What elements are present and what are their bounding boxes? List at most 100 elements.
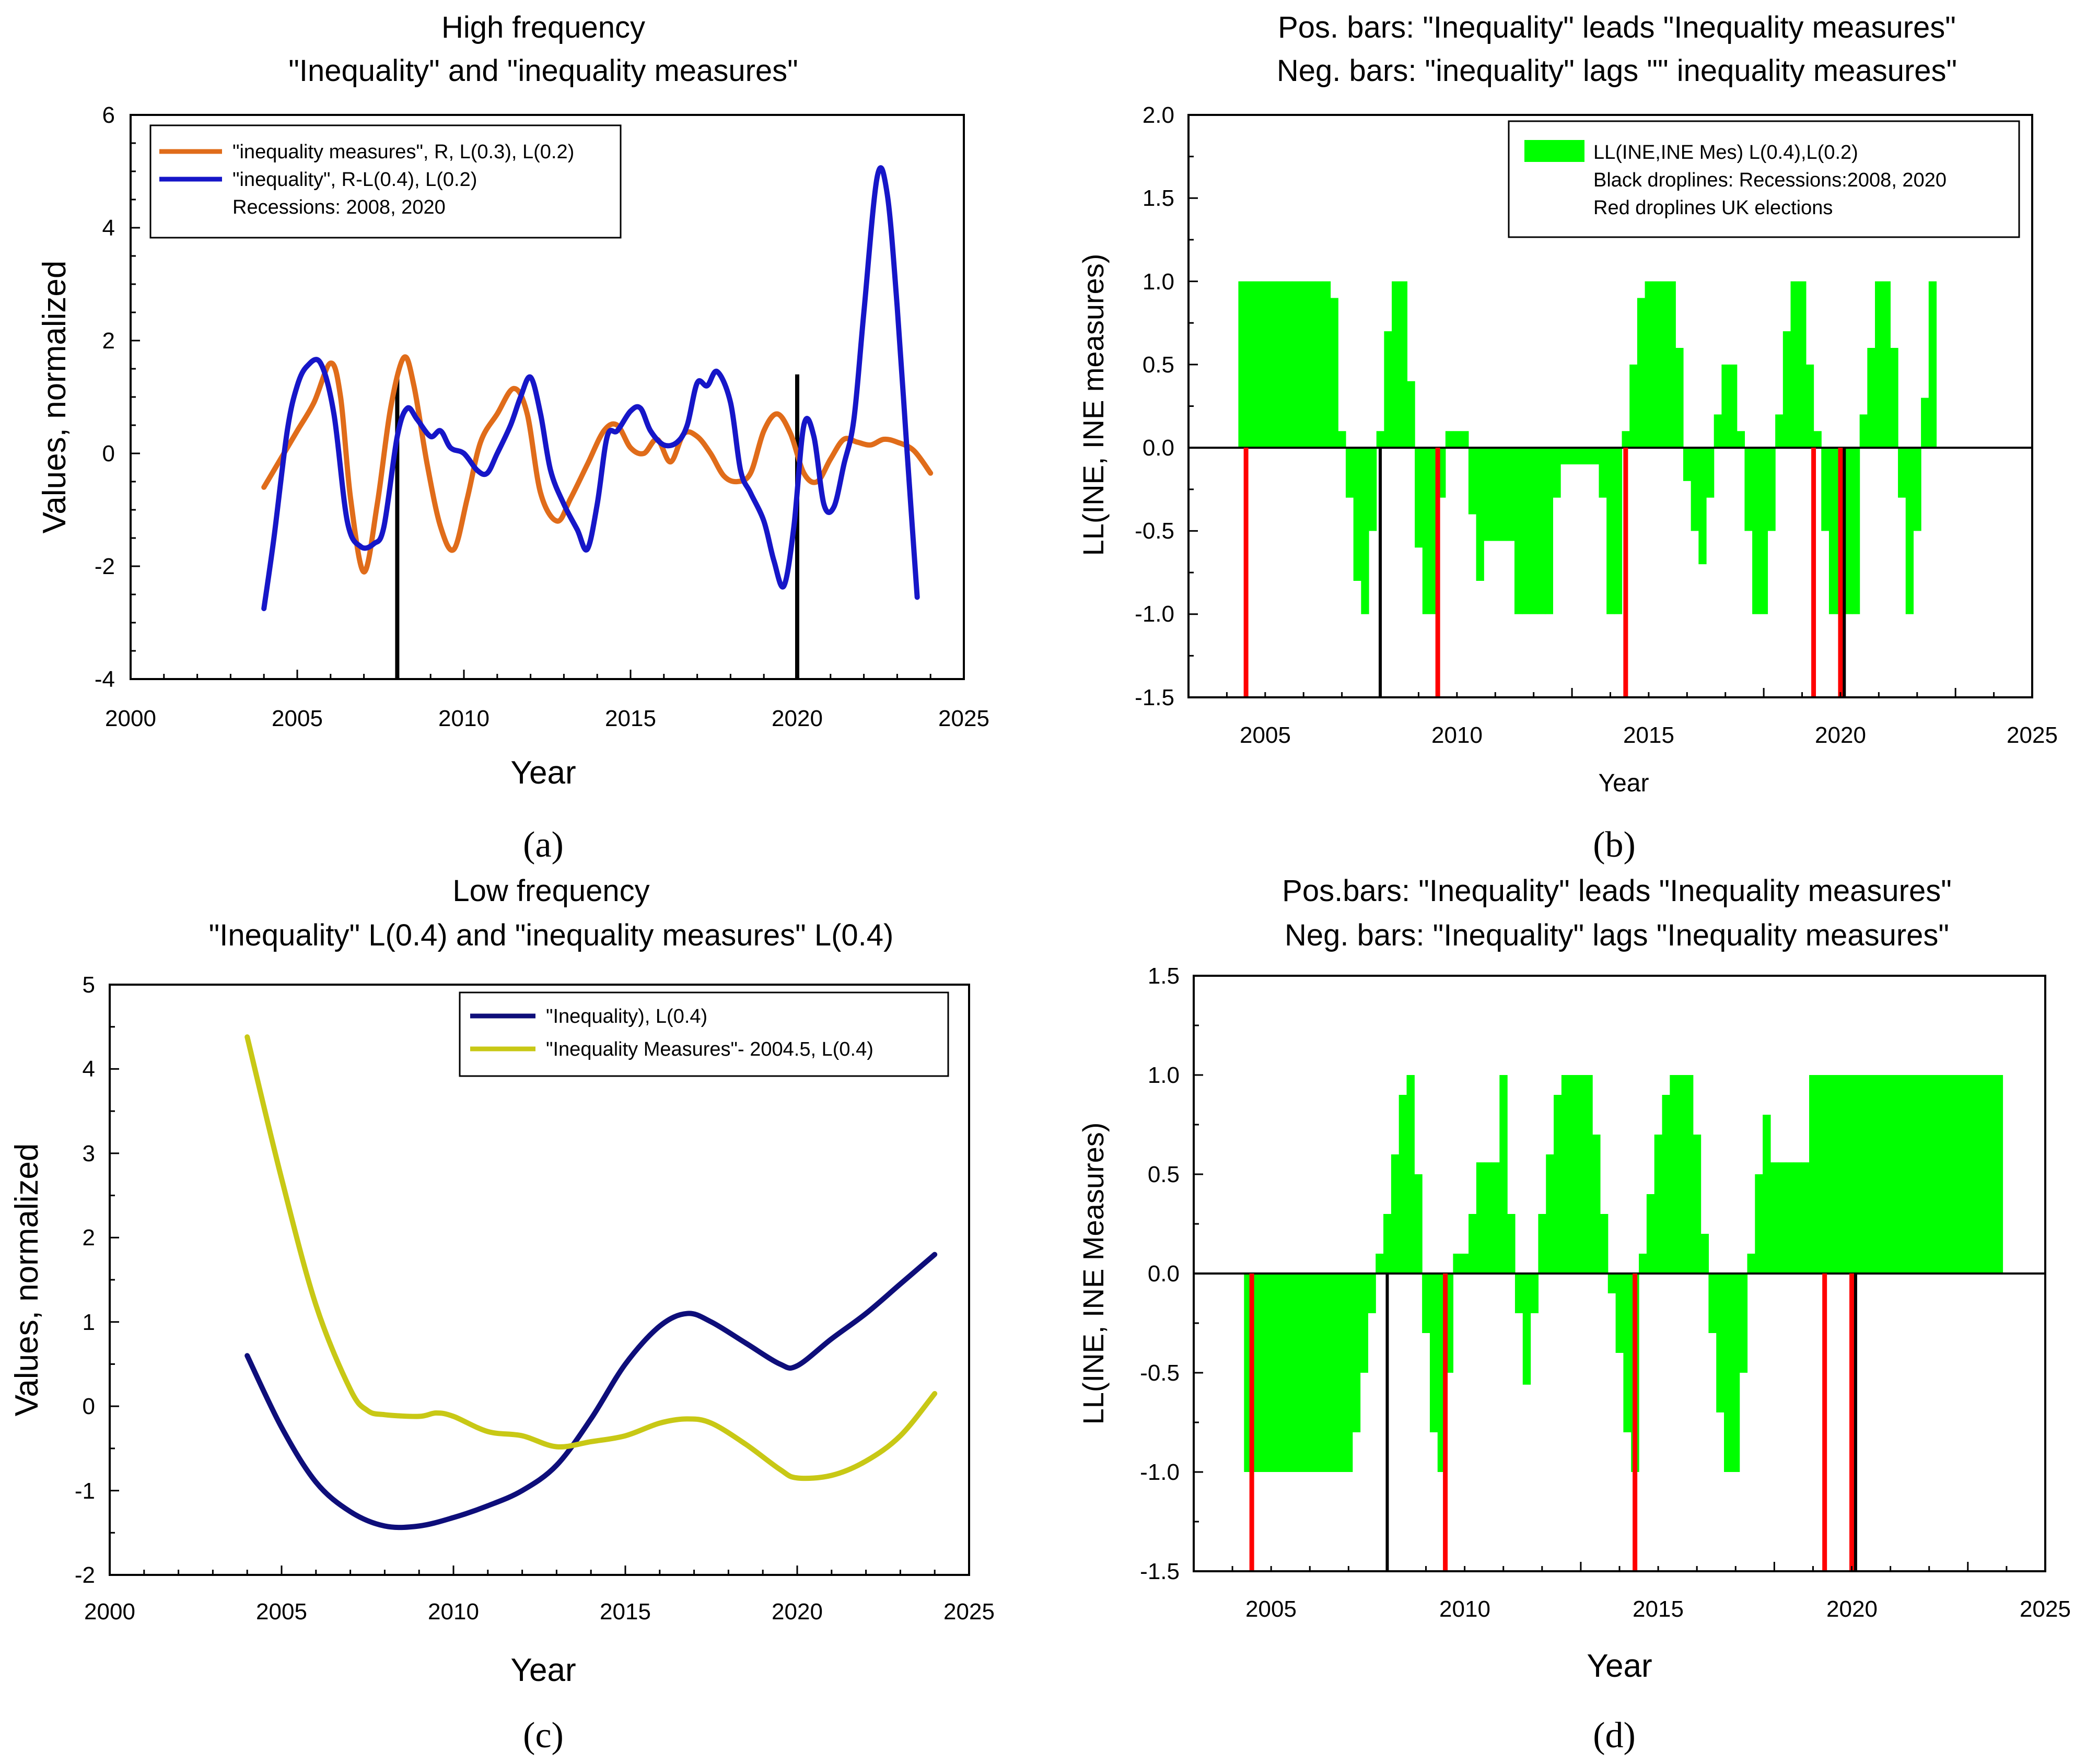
x-tick-label: 2025 bbox=[938, 706, 989, 731]
panel-b-title-line2: Neg. bars: "inequality" lags "" inequali… bbox=[1277, 54, 1957, 88]
x-tick-label: 2005 bbox=[1245, 1596, 1297, 1622]
bar bbox=[1429, 1274, 1438, 1432]
bar bbox=[1560, 448, 1569, 464]
bar bbox=[1905, 448, 1914, 614]
bar bbox=[1469, 1214, 1477, 1274]
bar bbox=[1269, 281, 1277, 448]
panel-a-x-ticks: 2000 2005 2010 2015 2020 2025 bbox=[105, 706, 989, 731]
bar bbox=[1629, 364, 1638, 448]
panel-c-title-line1: Low frequency bbox=[452, 874, 649, 908]
panel-a-y-ticks: -4 -2 0 2 4 6 bbox=[95, 102, 115, 692]
y-tick-label: 4 bbox=[83, 1056, 95, 1082]
y-tick-label: -1 bbox=[75, 1478, 95, 1504]
bar bbox=[1484, 1162, 1493, 1274]
panel-b-y-axis-label: LL(INE, INE measures) bbox=[1077, 254, 1110, 556]
legend-entry: "Inequality Measures"- 2004.5, L(0.4) bbox=[546, 1038, 873, 1060]
panel-a-x-axis-label: Year bbox=[510, 755, 576, 791]
panel-a-title-line2: "Inequality" and "inequality measures" bbox=[288, 54, 798, 88]
bar bbox=[1522, 448, 1530, 614]
y-tick-label: 0.0 bbox=[1148, 1261, 1180, 1287]
bar bbox=[1909, 1075, 1918, 1274]
bar bbox=[1809, 1075, 1817, 1274]
y-tick-label: -4 bbox=[95, 667, 115, 692]
bar bbox=[1848, 1075, 1856, 1274]
bar bbox=[1507, 1214, 1516, 1274]
bar bbox=[1623, 1274, 1631, 1432]
bar bbox=[1646, 1194, 1655, 1274]
y-tick-label: 5 bbox=[83, 972, 95, 998]
panel-d-label: (d) bbox=[1593, 1715, 1636, 1756]
bar bbox=[1591, 448, 1600, 464]
x-tick-label: 2010 bbox=[438, 706, 490, 731]
x-tick-label: 2005 bbox=[1240, 722, 1291, 748]
bar bbox=[1298, 1274, 1307, 1472]
bar bbox=[1399, 1095, 1407, 1274]
bar bbox=[1824, 1075, 1833, 1274]
panel-b-label: (b) bbox=[1593, 825, 1636, 865]
bar bbox=[1615, 1274, 1624, 1353]
y-tick-label: -1.5 bbox=[1140, 1559, 1180, 1584]
bar bbox=[1414, 1174, 1423, 1274]
bar bbox=[1708, 1274, 1717, 1333]
bar bbox=[1917, 1075, 1926, 1274]
panel-b-legend: LL(INE,INE Mes) L(0.4),L(0.2) Black drop… bbox=[1508, 120, 2020, 238]
y-tick-label: 0.5 bbox=[1143, 352, 1174, 378]
bar bbox=[1654, 1135, 1663, 1274]
bar bbox=[1267, 1274, 1276, 1472]
bar bbox=[1491, 1162, 1500, 1274]
y-tick-label: 1 bbox=[83, 1310, 95, 1335]
bar bbox=[1261, 281, 1269, 448]
x-tick-label: 2010 bbox=[428, 1599, 479, 1625]
bar bbox=[1737, 431, 1745, 448]
bar bbox=[1894, 1075, 1903, 1274]
bar bbox=[1716, 1274, 1724, 1412]
legend-entry: "inequality measures", R, L(0.3), L(0.2) bbox=[232, 141, 574, 163]
bar bbox=[1584, 1075, 1593, 1274]
bar bbox=[1747, 1254, 1755, 1274]
y-tick-label: 1.5 bbox=[1143, 185, 1174, 211]
series-line-2 bbox=[244, 1034, 938, 1481]
bar bbox=[1668, 281, 1676, 448]
legend-entry: Red droplines UK elections bbox=[1593, 197, 1833, 219]
bar bbox=[1461, 431, 1469, 448]
bar bbox=[1902, 1075, 1910, 1274]
panel-c-label: (c) bbox=[523, 1715, 564, 1756]
bar bbox=[1545, 448, 1553, 614]
legend-entry: "inequality", R-L(0.4), L(0.2) bbox=[232, 169, 477, 191]
bar bbox=[1652, 281, 1661, 448]
y-tick-label: -0.5 bbox=[1140, 1360, 1180, 1386]
y-tick-label: -0.5 bbox=[1135, 518, 1174, 544]
x-tick-label: 2000 bbox=[84, 1599, 135, 1625]
panel-c: Low frequency "Inequality" L(0.4) and "i… bbox=[9, 874, 995, 1756]
bar bbox=[1399, 281, 1408, 448]
bar bbox=[1875, 281, 1883, 448]
bar bbox=[1461, 1254, 1469, 1274]
panel-c-x-ticks: 2000 2005 2010 2015 2020 2025 bbox=[84, 1599, 995, 1625]
panel-c-legend: "Inequality), L(0.4) "Inequality Measure… bbox=[459, 991, 949, 1077]
panel-d-plot-frame bbox=[1193, 975, 2046, 1572]
bar bbox=[1322, 281, 1331, 448]
bar bbox=[1770, 1162, 1779, 1274]
y-tick-label: 0 bbox=[102, 441, 115, 466]
panel-d-plot bbox=[1193, 975, 2046, 1572]
bar bbox=[1778, 1162, 1787, 1274]
bar bbox=[1863, 1075, 1872, 1274]
bar bbox=[1599, 448, 1607, 498]
bar bbox=[1767, 448, 1776, 531]
panel-a-legend: "inequality measures", R, L(0.3), L(0.2)… bbox=[149, 124, 622, 239]
panel-a-plot-frame bbox=[130, 114, 965, 680]
bar bbox=[1299, 281, 1308, 448]
bar bbox=[1782, 331, 1791, 448]
bar bbox=[1422, 448, 1431, 614]
bar bbox=[1307, 281, 1315, 448]
bar bbox=[1330, 298, 1338, 448]
bar bbox=[1553, 448, 1561, 498]
bar bbox=[1639, 1254, 1647, 1274]
bar bbox=[1352, 1274, 1361, 1432]
bar bbox=[1685, 1075, 1694, 1274]
x-tick-label: 2020 bbox=[772, 706, 823, 731]
bar bbox=[1568, 448, 1577, 464]
panel-a-label: (a) bbox=[523, 825, 564, 865]
bar bbox=[1338, 431, 1346, 448]
bar bbox=[1499, 1075, 1508, 1274]
